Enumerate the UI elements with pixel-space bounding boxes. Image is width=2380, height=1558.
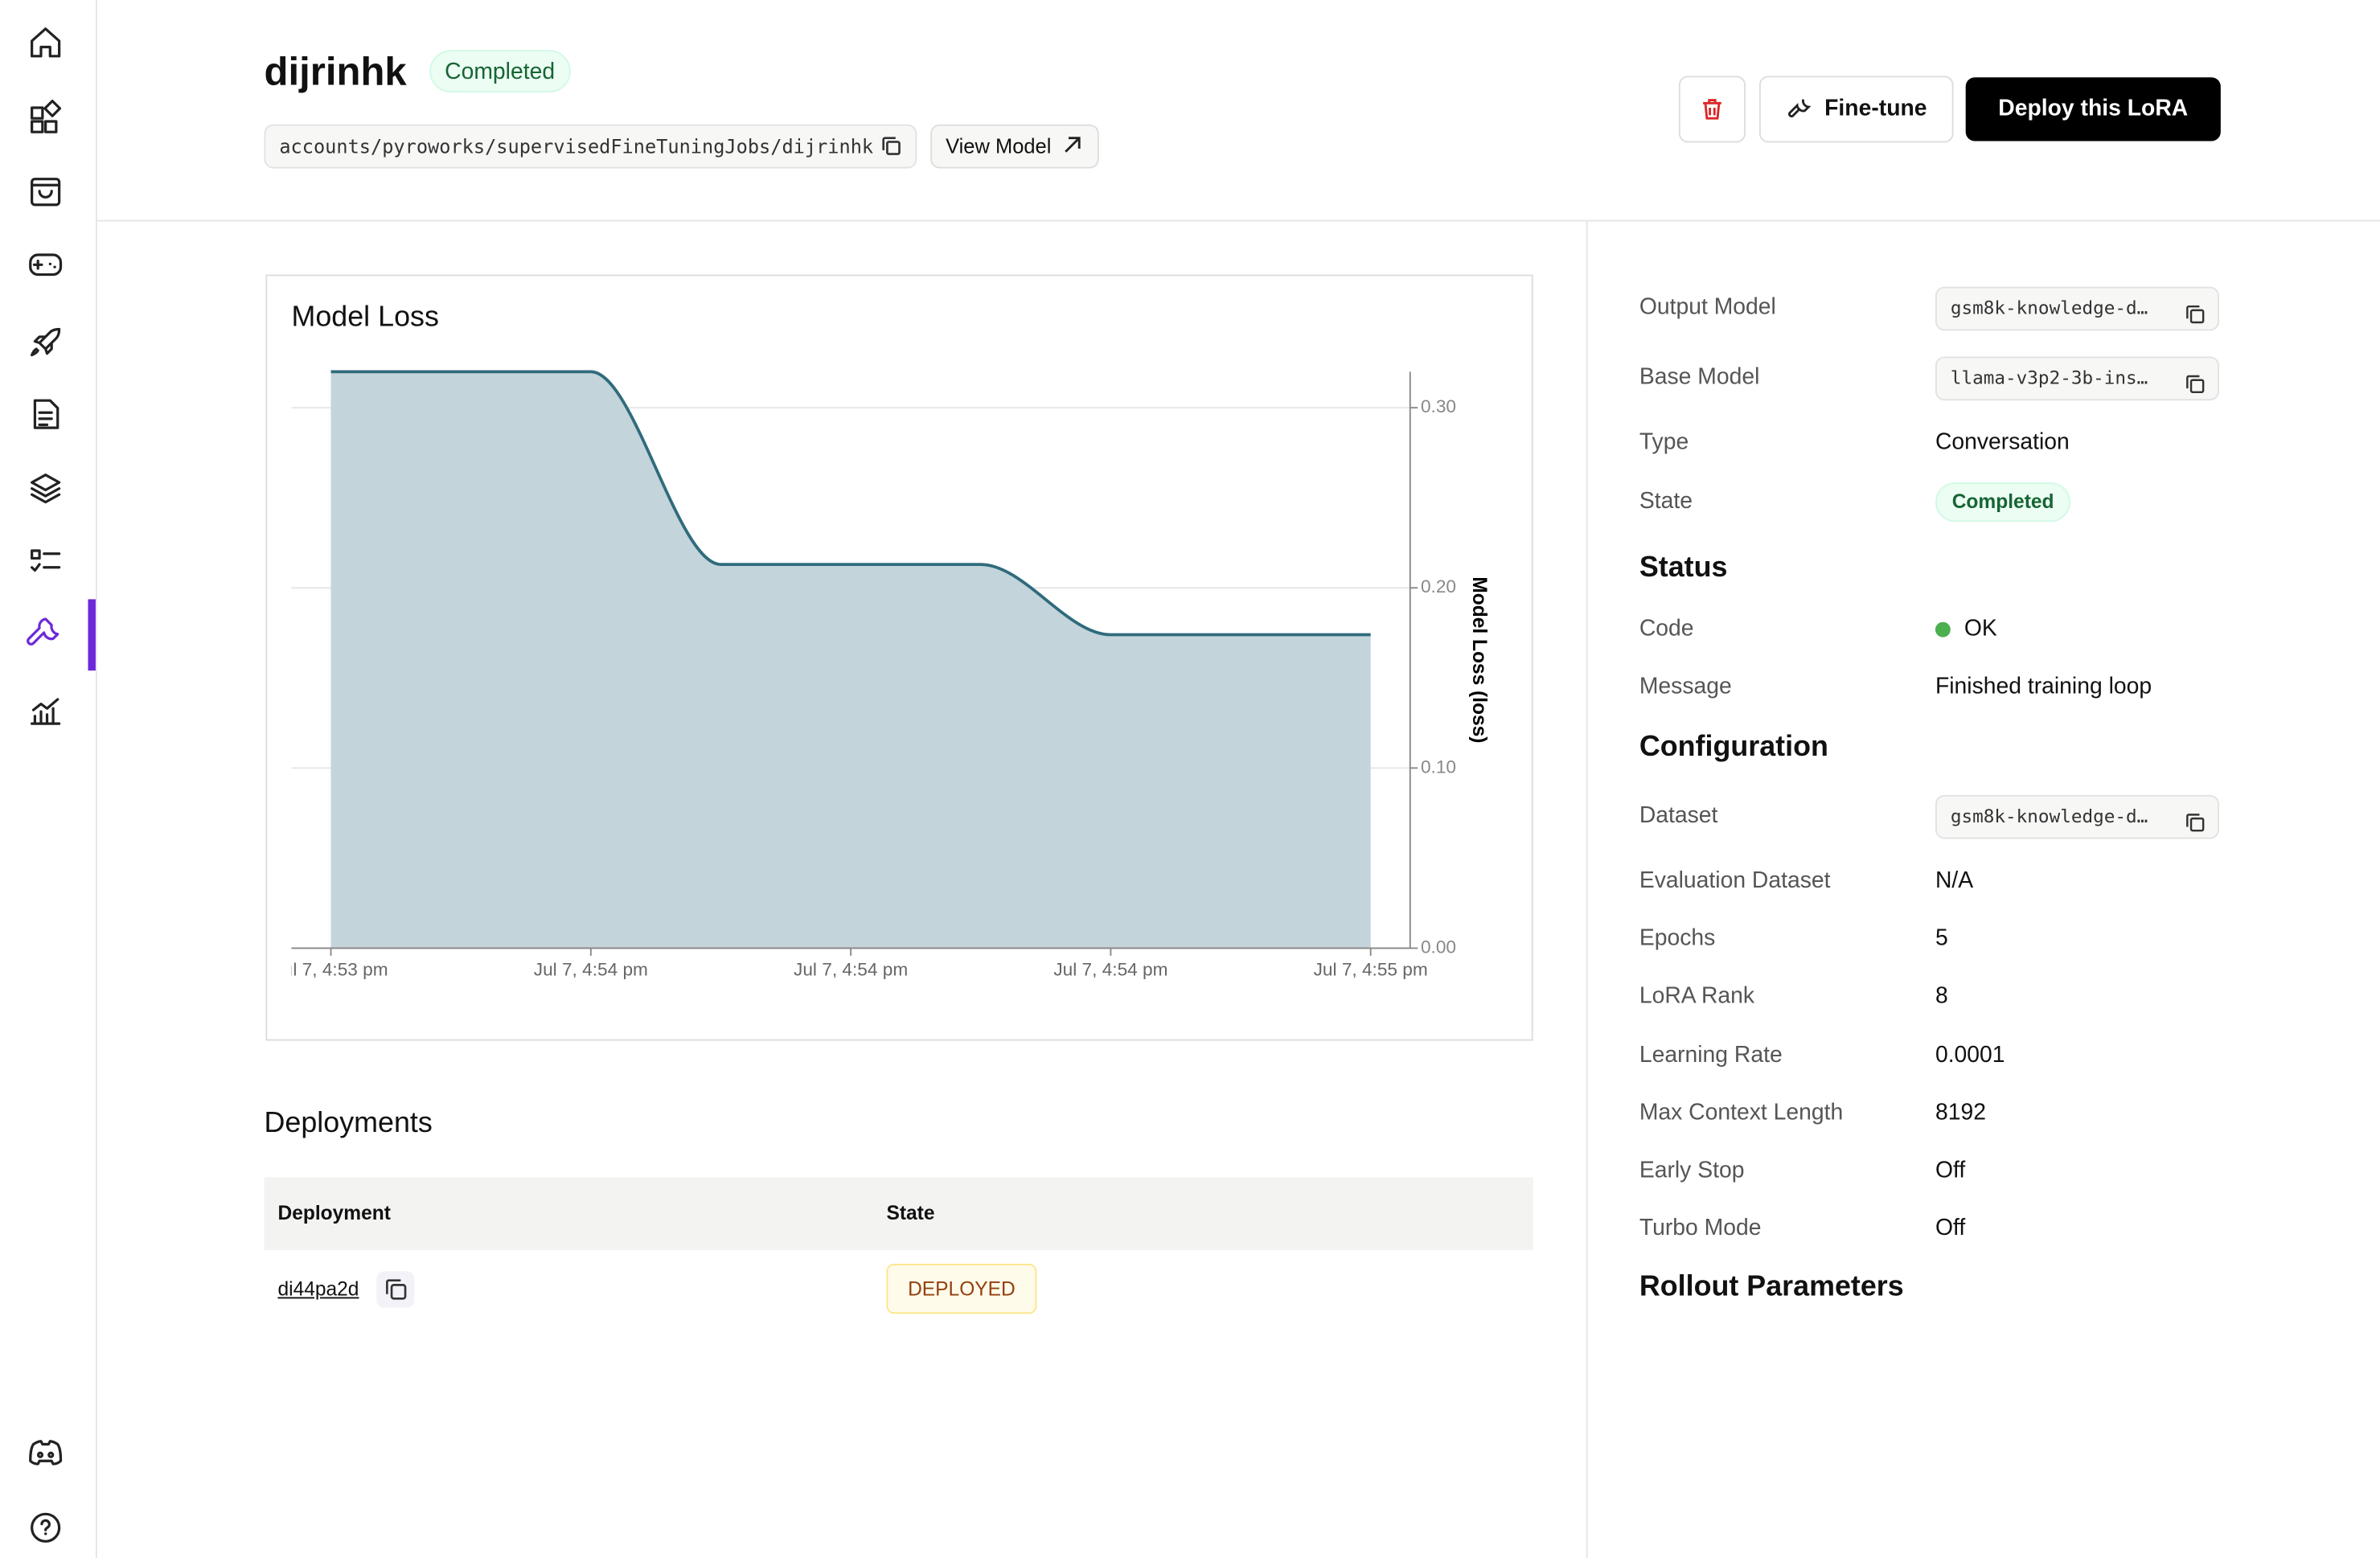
detail-label: Output Model <box>1639 294 1776 321</box>
section-heading: Status <box>1639 551 1728 584</box>
detail-label: State <box>1639 488 1693 515</box>
detail-label: Type <box>1639 429 1689 456</box>
detail-value: 0.0001 <box>1935 1041 2005 1068</box>
copy-icon[interactable] <box>2185 812 2206 833</box>
x-tick-label: Jul 7, 4:54 pm <box>1053 960 1167 980</box>
resource-path: accounts/pyroworks/supervisedFineTuningJ… <box>264 124 917 169</box>
x-ticks: Jul 7, 4:53 pm Jul 7, 4:54 pm Jul 7, 4:54 … <box>273 948 1428 980</box>
discord-icon[interactable] <box>29 1440 63 1466</box>
layers-icon[interactable] <box>31 474 61 504</box>
y-tick-label: 0.30 <box>1421 396 1456 416</box>
detail-value: Off <box>1935 1157 1966 1183</box>
view-model-label: View Model <box>946 134 1052 158</box>
state-badge: Completed <box>1935 482 2071 523</box>
sidebar-icons <box>27 27 96 1543</box>
fine-tune-icon[interactable] <box>27 617 60 646</box>
y-axis-title: Model Loss (loss) <box>1468 576 1490 743</box>
home-icon[interactable] <box>31 27 61 58</box>
detail-code: gsm8k-knowledge-d… <box>1935 286 2219 331</box>
column-header: State <box>886 1201 935 1224</box>
bag-icon[interactable] <box>31 178 61 207</box>
tasks-icon[interactable] <box>31 549 61 572</box>
detail-label: Message <box>1639 673 1732 699</box>
trash-icon <box>1703 99 1721 120</box>
section-heading: Rollout Parameters <box>1639 1271 1904 1304</box>
detail-label: Epochs <box>1639 925 1716 952</box>
docs-icon[interactable] <box>33 399 60 429</box>
x-tick-label: Jul 7, 4:54 pm <box>794 960 908 980</box>
status-dot <box>1935 621 1951 638</box>
detail-code: gsm8k-knowledge-d… <box>1935 794 2219 839</box>
detail-label: Turbo Mode <box>1639 1215 1762 1242</box>
models-icon[interactable] <box>31 99 62 133</box>
line <box>330 370 1371 637</box>
detail-label: Base Model <box>1639 363 1760 390</box>
chart-title: Model Loss <box>291 301 439 334</box>
deploy-label: Deploy this LoRA <box>1998 95 2189 121</box>
y-tick-label: 0.00 <box>1421 937 1456 957</box>
job-title: dijrinhk <box>264 48 407 95</box>
detail-value: OK <box>1964 616 1997 642</box>
copy-glyph <box>2186 814 2205 832</box>
detail-label: Learning Rate <box>1639 1041 1783 1068</box>
playground-icon[interactable] <box>29 253 63 277</box>
detail-value: Finished training loop <box>1935 673 2152 699</box>
copy-icon[interactable] <box>2185 373 2206 394</box>
x-tick-label: Jul 7, 4:55 pm <box>1314 960 1428 980</box>
table-header <box>264 1177 1533 1250</box>
status-badge: Completed <box>429 50 570 93</box>
y-tick-label: 0.20 <box>1421 576 1456 597</box>
detail-label: Evaluation Dataset <box>1639 867 1831 894</box>
y-tick-label: 0.10 <box>1421 756 1456 777</box>
resource-path-text: accounts/pyroworks/supervisedFineTuningJ… <box>279 134 874 158</box>
column-header: Deployment <box>277 1201 391 1224</box>
detail-code: llama-v3p2-3b-ins… <box>1935 356 2219 401</box>
copy-icon[interactable] <box>2185 303 2206 324</box>
chart-card <box>265 274 1533 1041</box>
header-divider <box>96 219 2380 222</box>
section-heading: Configuration <box>1639 731 1828 764</box>
fine-tune-label: Fine-tune <box>1824 95 1927 121</box>
deployment-link[interactable]: di44pa2d <box>277 1277 359 1301</box>
copy-glyph <box>2186 305 2205 324</box>
panel-divider <box>1586 221 1588 1558</box>
delete-button[interactable] <box>1678 76 1746 143</box>
detail-label: LoRA Rank <box>1639 983 1755 1010</box>
copy-icon[interactable] <box>880 135 903 158</box>
active-indicator <box>88 599 96 671</box>
fine-tune-button[interactable]: Fine-tune <box>1758 76 1954 143</box>
detail-label: Max Context Length <box>1639 1099 1844 1125</box>
deploy-icon[interactable] <box>31 327 61 357</box>
detail-label: Early Stop <box>1639 1157 1745 1183</box>
copy-button[interactable] <box>376 1271 415 1308</box>
detail-value: 8192 <box>1935 1099 1986 1125</box>
help-icon[interactable] <box>31 1512 61 1543</box>
detail-value: 8 <box>1935 983 1948 1010</box>
detail-value: Conversation <box>1935 429 2070 456</box>
detail-label: Code <box>1639 616 1694 642</box>
external-icon <box>1065 137 1081 153</box>
state-badge: DEPLOYED <box>886 1263 1037 1314</box>
deploy-button[interactable]: Deploy this LoRA <box>1965 77 2221 141</box>
metrics-icon[interactable] <box>31 698 61 725</box>
detail-value: N/A <box>1935 867 1974 894</box>
x-tick-label: Jul 7, 4:54 pm <box>534 960 648 980</box>
deployments-heading: Deployments <box>264 1107 433 1140</box>
x-tick-label: Jul 7, 4:53 pm <box>273 960 388 980</box>
detail-value: Off <box>1935 1215 1966 1242</box>
area <box>330 371 1371 949</box>
copy-icon <box>386 1279 407 1300</box>
wrench-icon <box>1788 99 1812 118</box>
detail-label: Dataset <box>1639 802 1718 829</box>
copy-glyph <box>2186 375 2205 394</box>
sidebar <box>0 0 97 1558</box>
detail-value: 5 <box>1935 925 1948 952</box>
